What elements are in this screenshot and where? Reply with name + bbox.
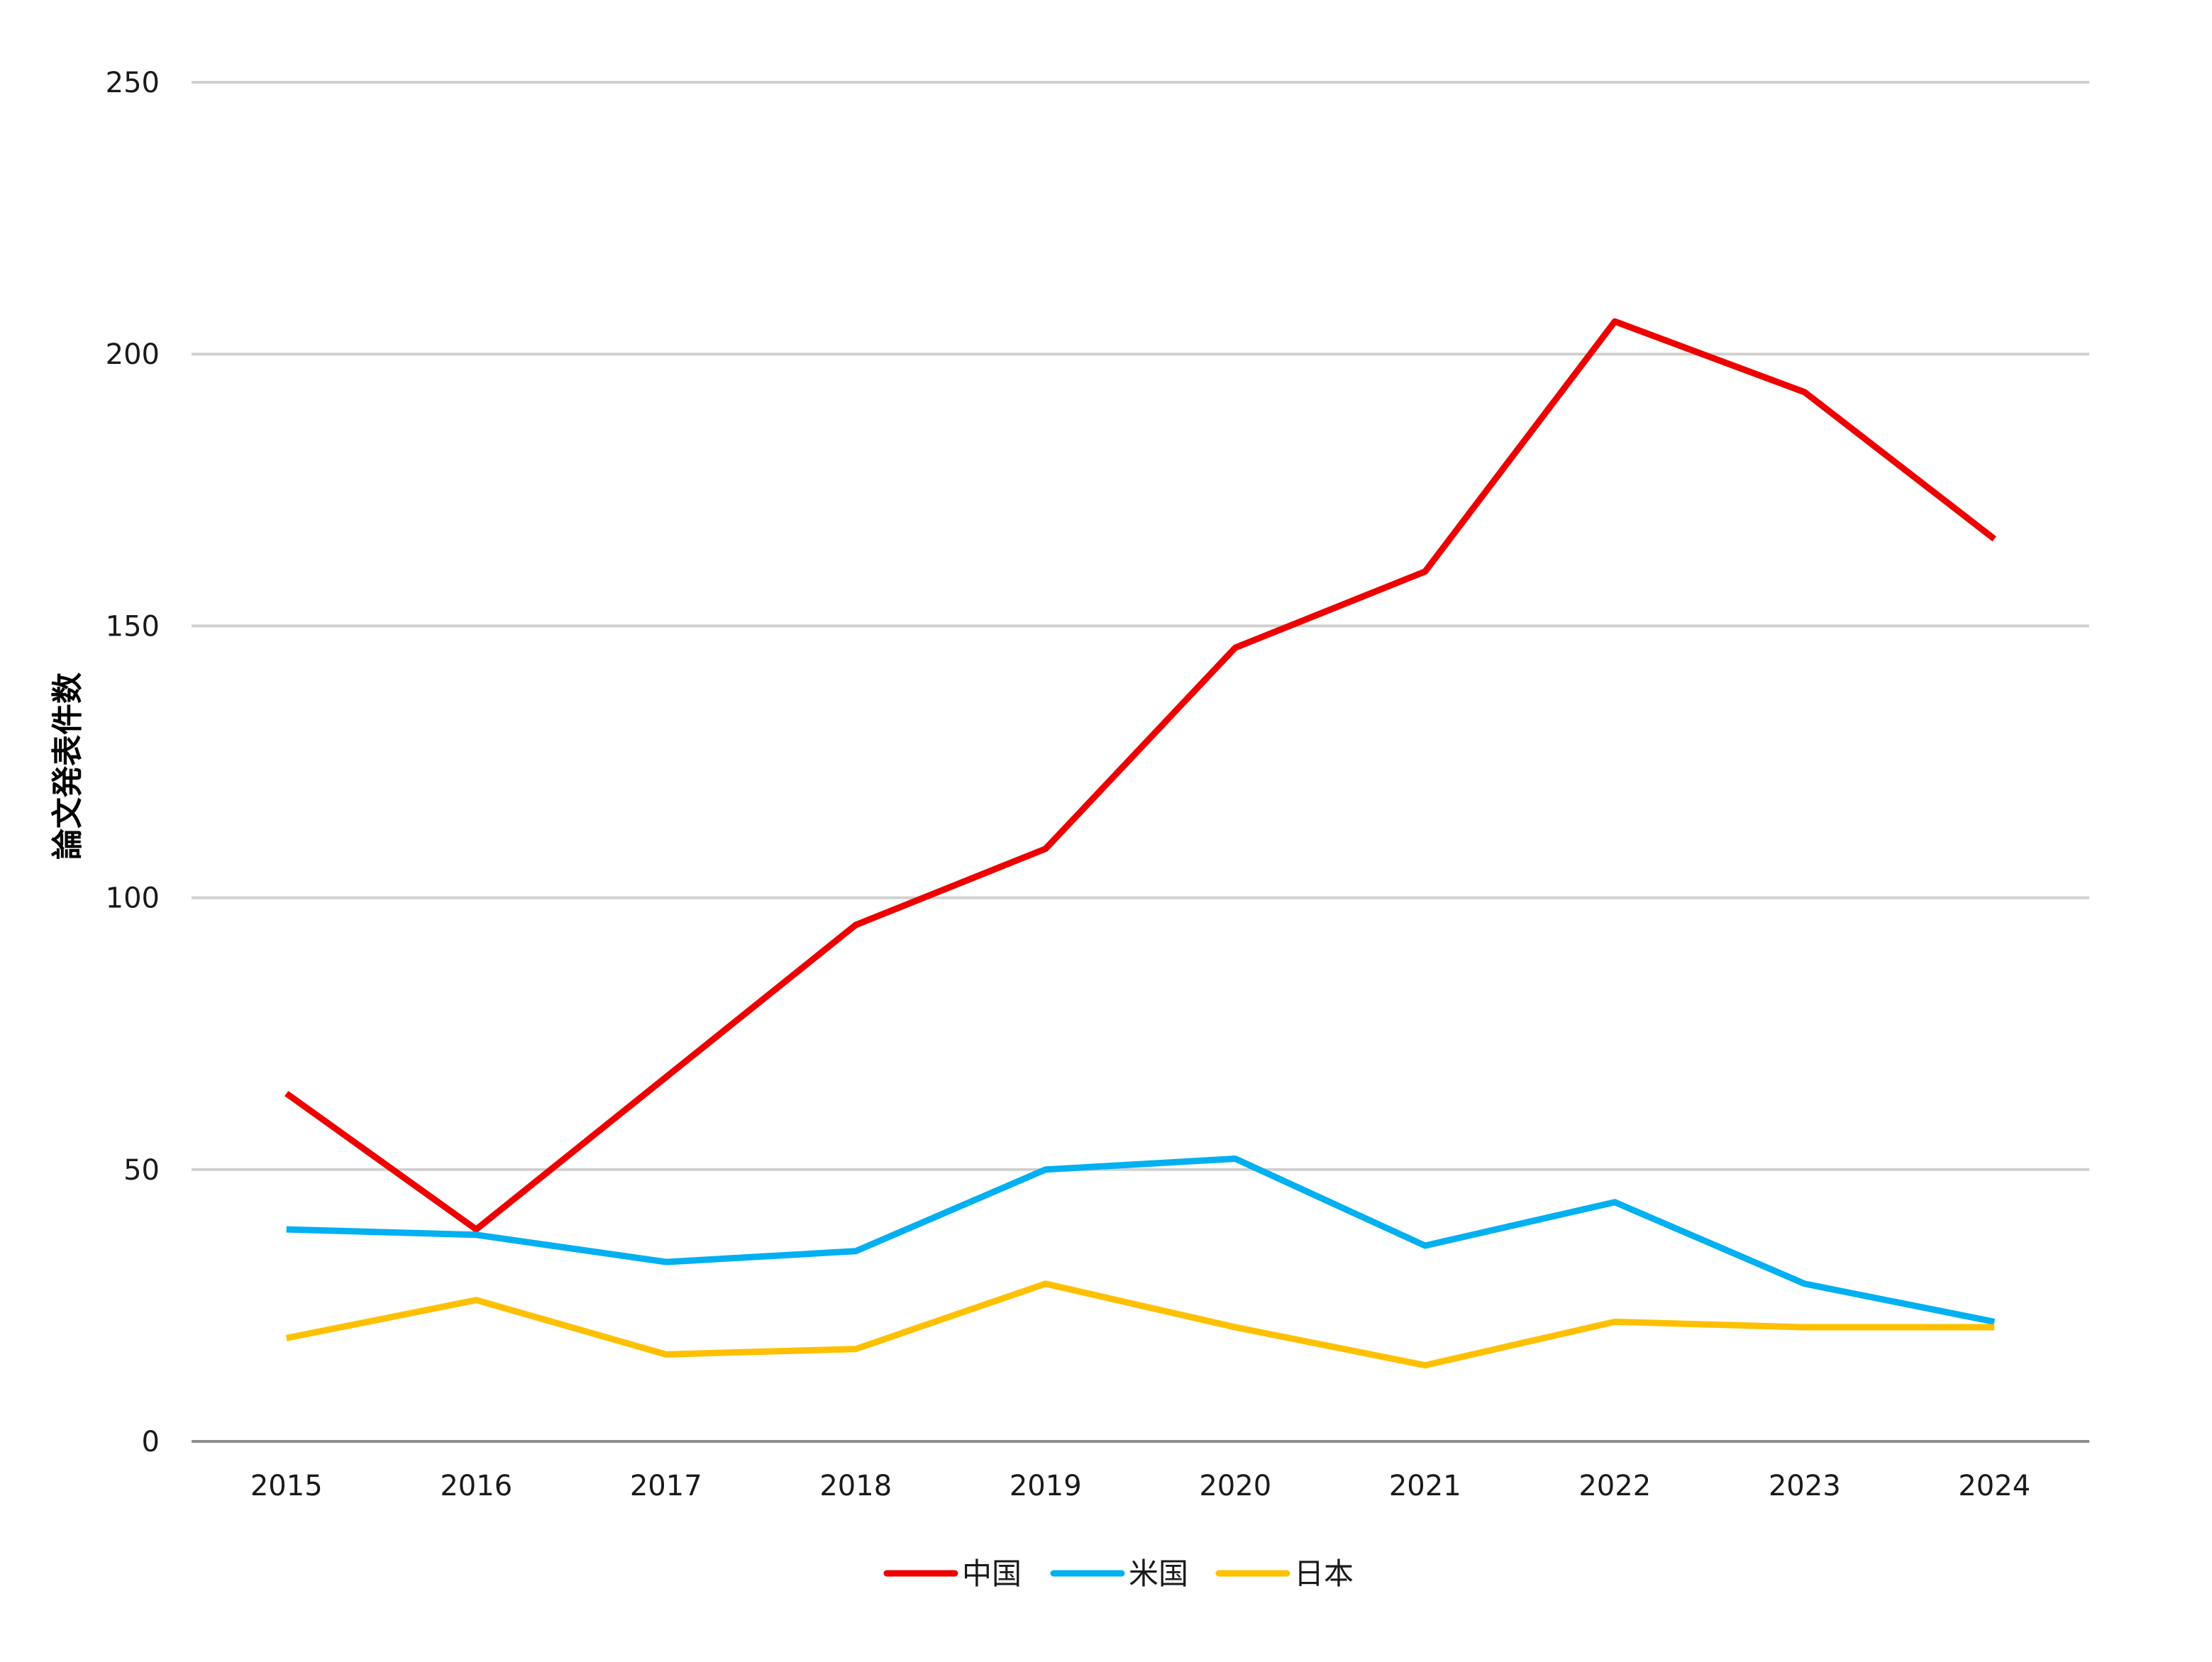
y-tick-label: 50 bbox=[123, 1154, 160, 1187]
series-line-0 bbox=[287, 321, 1995, 1229]
x-tick-label: 2020 bbox=[1199, 1470, 1271, 1502]
x-tick-label: 2022 bbox=[1578, 1470, 1651, 1502]
gridlines bbox=[192, 82, 2089, 1170]
y-tick-label: 100 bbox=[106, 882, 160, 915]
legend-label: 中国 bbox=[962, 1556, 1022, 1591]
y-tick-labels: 0 50 100 150 200 250 bbox=[106, 67, 160, 1458]
legend: 中国 米国 日本 bbox=[887, 1556, 1354, 1591]
y-tick-label: 250 bbox=[106, 67, 160, 99]
x-tick-label: 2024 bbox=[1958, 1470, 2030, 1502]
x-tick-label: 2015 bbox=[250, 1470, 323, 1502]
series-lines bbox=[287, 321, 1995, 1365]
x-tick-label: 2017 bbox=[630, 1470, 702, 1502]
legend-label: 日本 bbox=[1294, 1556, 1354, 1591]
x-tick-label: 2018 bbox=[819, 1470, 892, 1502]
y-tick-label: 0 bbox=[142, 1426, 160, 1458]
y-tick-label: 150 bbox=[106, 610, 160, 643]
y-axis-title: 論文発表件数 bbox=[50, 672, 86, 860]
series-line-2 bbox=[287, 1284, 1995, 1365]
x-tick-label: 2023 bbox=[1769, 1470, 1841, 1502]
x-tick-label: 2021 bbox=[1389, 1470, 1461, 1502]
x-tick-labels: 2015 2016 2017 2018 2019 2020 2021 2022 2023 2024 bbox=[250, 1470, 2030, 1502]
x-tick-label: 2019 bbox=[1010, 1470, 1082, 1502]
y-tick-label: 200 bbox=[106, 338, 160, 371]
series-line-1 bbox=[287, 1158, 1995, 1322]
legend-label: 米国 bbox=[1129, 1556, 1188, 1591]
x-tick-label: 2016 bbox=[440, 1470, 512, 1502]
